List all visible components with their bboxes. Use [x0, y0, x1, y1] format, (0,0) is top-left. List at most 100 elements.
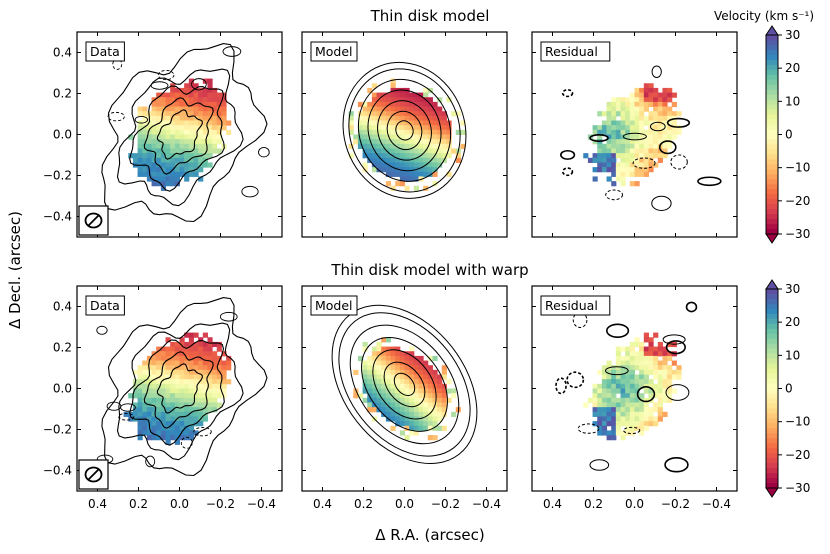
velocity-pixel — [165, 171, 171, 177]
velocity-pixel — [611, 393, 617, 399]
velocity-pixel — [160, 397, 167, 403]
velocity-pixel — [395, 393, 401, 399]
model-ring — [361, 336, 448, 432]
velocity-pixel — [441, 143, 447, 149]
velocity-pixel — [179, 393, 185, 399]
velocity-pixel — [160, 134, 167, 140]
velocity-pixel — [404, 153, 410, 159]
velocity-pixel — [156, 407, 162, 413]
velocity-pixel — [362, 360, 368, 366]
velocity-pixel — [151, 397, 157, 403]
velocity-pixel — [629, 425, 635, 431]
velocity-pixel — [367, 143, 373, 149]
velocity-pixel — [653, 388, 659, 394]
velocity-pixel — [142, 171, 148, 177]
velocity-pixel — [639, 369, 645, 376]
velocity-pixel — [221, 106, 227, 112]
velocity-pixel — [629, 181, 635, 187]
velocity-pixel — [390, 346, 396, 352]
velocity-pixel — [212, 383, 218, 389]
velocity-pixel — [216, 341, 222, 348]
velocity-pixel — [662, 374, 668, 380]
velocity-pixel — [606, 125, 612, 131]
velocity-pixel — [399, 120, 405, 126]
velocity-pixel — [620, 120, 626, 126]
velocity-pixel — [132, 407, 139, 413]
velocity-pixel — [193, 153, 199, 159]
velocity-pixel — [399, 421, 405, 427]
velocity-pixel — [667, 393, 673, 399]
velocity-pixel — [667, 87, 673, 94]
velocity-pixel — [409, 157, 415, 163]
velocity-pixel — [409, 92, 415, 98]
residual-contour — [665, 340, 686, 355]
velocity-pixel — [639, 379, 645, 385]
velocity-pixel — [446, 129, 452, 135]
velocity-pixel — [170, 176, 176, 182]
velocity-pixel — [221, 379, 227, 385]
velocity-pixel — [606, 153, 612, 159]
velocity-pixel — [165, 355, 171, 362]
velocity-pixel — [634, 97, 640, 103]
velocity-pixel — [437, 425, 443, 431]
velocity-pixel — [188, 360, 194, 366]
velocity-pixel — [202, 97, 208, 103]
velocity-pixel — [404, 101, 410, 108]
velocity-pixel — [629, 402, 635, 408]
velocity-pixel — [399, 106, 405, 112]
velocity-pixel — [381, 129, 387, 135]
velocity-pixel — [625, 139, 631, 145]
velocity-pixel — [413, 383, 419, 389]
velocity-pixel — [193, 383, 199, 389]
velocity-pixel — [165, 176, 171, 182]
velocity-pixel — [165, 337, 171, 343]
velocity-pixel — [413, 97, 419, 103]
velocity-pixel — [132, 393, 139, 399]
velocity-pixel — [446, 397, 452, 403]
velocity-pixel — [174, 157, 180, 163]
velocity-pixel — [212, 92, 218, 98]
velocity-pixel — [137, 397, 143, 403]
velocity-pixel — [198, 337, 204, 343]
velocity-pixel — [620, 435, 626, 441]
velocity-pixel — [193, 92, 199, 98]
velocity-pixel — [648, 337, 654, 343]
velocity-pixel — [639, 346, 645, 352]
velocity-pixel — [423, 157, 429, 163]
velocity-pixel — [413, 139, 419, 145]
velocity-pixel — [423, 393, 429, 399]
velocity-pixel — [427, 402, 433, 408]
velocity-pixel — [643, 346, 649, 352]
velocity-pixel — [446, 134, 452, 140]
velocity-pixel — [639, 101, 645, 108]
velocity-pixel — [615, 355, 622, 362]
velocity-pixel — [165, 379, 171, 385]
colorbar-segment — [766, 104, 778, 111]
velocity-pixel — [427, 125, 433, 131]
residual-contour — [685, 301, 698, 313]
velocity-pixel — [643, 397, 649, 403]
x-tick-label: −0.4 — [472, 497, 501, 511]
colorbar-min-arrow — [765, 233, 779, 244]
velocity-pixel — [371, 153, 378, 159]
velocity-pixel — [385, 351, 392, 357]
velocity-pixel — [592, 129, 598, 135]
velocity-pixel — [137, 143, 143, 149]
velocity-pixel — [362, 111, 368, 117]
velocity-pixel — [437, 148, 443, 154]
colorbar-segment — [766, 39, 778, 46]
velocity-pixel — [198, 355, 204, 362]
velocity-pixel — [207, 148, 213, 154]
velocity-pixel — [165, 129, 171, 135]
velocity-pixel — [385, 337, 392, 343]
velocity-pixel — [418, 97, 424, 103]
velocity-pixel — [367, 148, 373, 154]
velocity-pixel — [611, 411, 617, 417]
velocity-pixel — [671, 129, 677, 135]
velocity-pixel — [601, 407, 608, 413]
velocity-pixel — [362, 148, 368, 154]
velocity-pixel — [455, 153, 461, 159]
velocity-pixel — [587, 157, 594, 163]
panel-label: Model — [315, 44, 353, 59]
velocity-pixel — [395, 416, 401, 422]
